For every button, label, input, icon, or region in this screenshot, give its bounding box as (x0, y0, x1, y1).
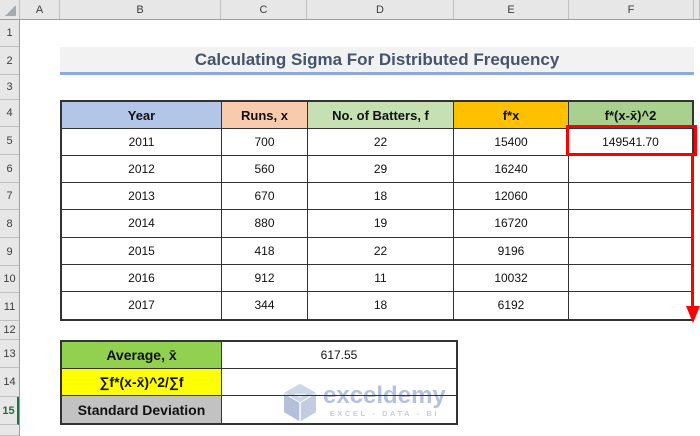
cell[interactable] (569, 156, 692, 184)
cell[interactable]: 912 (222, 264, 308, 292)
row-header-12[interactable]: 12 (0, 321, 19, 340)
cell[interactable]: 29 (308, 156, 454, 184)
cell[interactable]: 880 (222, 210, 308, 238)
cell[interactable] (569, 237, 692, 265)
cell[interactable]: 22 (308, 129, 454, 157)
cell[interactable]: 18 (308, 183, 454, 211)
cell[interactable]: 149541.70 (569, 129, 692, 157)
summary-value-cell[interactable] (222, 396, 456, 423)
cell[interactable]: 2012 (62, 156, 222, 184)
column-header-E[interactable]: E (454, 0, 569, 19)
watermark-tagline: EXCEL - DATA - BI (329, 409, 440, 418)
cell[interactable]: 2011 (62, 129, 222, 157)
row-header-14[interactable]: 14 (0, 368, 19, 397)
row-header-13[interactable]: 13 (0, 340, 19, 368)
row-header-11[interactable]: 11 (0, 293, 19, 321)
row-header-10[interactable]: 10 (0, 266, 19, 293)
summary-table: Average, x̄ 617.55 ∑f*(x-x̄)^2/∑f Standard … (60, 340, 458, 425)
column-header-F[interactable]: F (569, 0, 694, 19)
cell[interactable]: 2016 (62, 264, 222, 292)
row-header-2[interactable]: 2 (0, 47, 19, 75)
cell[interactable]: 10032 (454, 264, 569, 292)
cell[interactable]: 700 (222, 129, 308, 157)
cell[interactable]: 11 (308, 264, 454, 292)
row-header-9[interactable]: 9 (0, 238, 19, 266)
column-header-A[interactable]: A (20, 0, 60, 19)
column-header-partial[interactable] (694, 0, 700, 19)
column-header-C[interactable]: C (221, 0, 307, 19)
cell[interactable]: 15400 (454, 129, 569, 157)
cell[interactable]: 2013 (62, 183, 222, 211)
cell[interactable]: 9196 (454, 237, 569, 265)
select-all-corner[interactable] (0, 0, 20, 19)
cell[interactable]: 560 (222, 156, 308, 184)
main-table: Year Runs, x No. of Batters, f f*x f*(x-x̄)^… (60, 100, 694, 321)
summary-value-cell[interactable] (222, 369, 456, 396)
cell[interactable]: 16720 (454, 210, 569, 238)
cell[interactable]: 2015 (62, 237, 222, 265)
title-cell[interactable]: Calculating Sigma For Distributed Freque… (60, 47, 694, 75)
table-header-cell[interactable]: No. of Batters, f (308, 102, 454, 129)
row-header-15[interactable]: 15 (0, 397, 19, 425)
row-header-7[interactable]: 7 (0, 183, 19, 210)
row-header-partial[interactable] (0, 425, 19, 436)
summary-label-cell[interactable]: ∑f*(x-x̄)^2/∑f (62, 369, 222, 396)
cell[interactable]: 18 (308, 291, 454, 319)
cell[interactable] (569, 210, 692, 238)
cell[interactable] (569, 264, 692, 292)
cell[interactable] (569, 183, 692, 211)
table-header-cell[interactable]: f*(x-x̄)^2 (569, 102, 692, 129)
cell[interactable]: 16240 (454, 156, 569, 184)
summary-label-cell[interactable]: Standard Deviation (62, 396, 222, 423)
row-header-strip: 1 2 3 4 5 6 7 8 9 10 11 12 13 14 15 (0, 20, 20, 436)
table-header-cell[interactable]: f*x (454, 102, 569, 129)
summary-label-cell[interactable]: Average, x̄ (62, 342, 222, 369)
cell[interactable]: 2014 (62, 210, 222, 238)
row-header-8[interactable]: 8 (0, 210, 19, 238)
cell[interactable]: 418 (222, 237, 308, 265)
row-header-1[interactable]: 1 (0, 20, 19, 47)
table-header-cell[interactable]: Year (62, 102, 222, 129)
row-header-4[interactable]: 4 (0, 100, 19, 127)
cell[interactable]: 2017 (62, 291, 222, 319)
exceldemy-logo-icon (284, 383, 316, 422)
row-header-6[interactable]: 6 (0, 155, 19, 183)
cell[interactable]: 19 (308, 210, 454, 238)
column-header-D[interactable]: D (307, 0, 454, 19)
row-header-3[interactable]: 3 (0, 75, 19, 100)
cell[interactable]: 12060 (454, 183, 569, 211)
table-header-cell[interactable]: Runs, x (222, 102, 308, 129)
cell[interactable]: 344 (222, 291, 308, 319)
column-header-B[interactable]: B (60, 0, 221, 19)
summary-value-cell[interactable]: 617.55 (222, 342, 456, 369)
select-all-triangle-icon (5, 5, 16, 16)
cell[interactable] (569, 291, 692, 319)
cell[interactable]: 6192 (454, 291, 569, 319)
cell[interactable]: 670 (222, 183, 308, 211)
row-header-5[interactable]: 5 (0, 127, 19, 155)
cell[interactable]: 22 (308, 237, 454, 265)
